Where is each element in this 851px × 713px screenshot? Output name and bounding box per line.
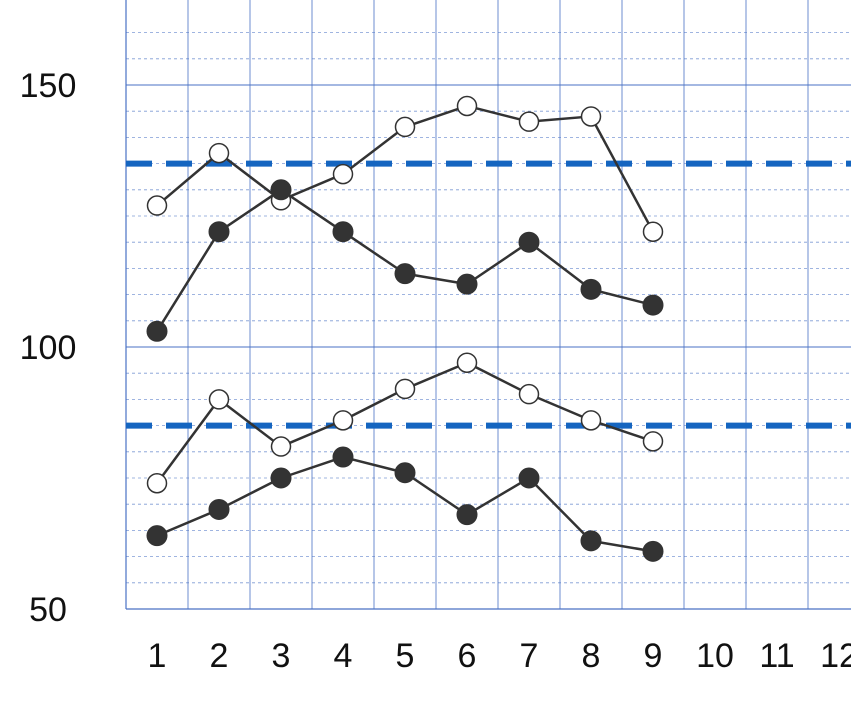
data-point-filled [332,221,354,243]
data-point-filled [642,540,664,562]
data-point-open [146,195,168,216]
data-point-open [642,431,664,452]
data-point-filled [456,273,478,295]
reference-lines [126,160,851,429]
x-tick-label: 4 [334,637,353,675]
data-point-open [332,410,354,431]
data-point-open [456,95,478,117]
data-point-open [518,383,540,405]
data-point-filled [580,278,602,300]
grid [125,0,851,610]
data-point-filled [642,294,664,316]
data-point-filled [146,320,168,342]
data-point-filled [580,530,602,552]
data-point-open [146,472,168,494]
data-point-open [208,389,230,410]
x-tick-label: 3 [272,637,291,675]
data-point-filled [518,231,540,253]
data-point-filled [270,179,292,201]
data-point-open [270,436,292,457]
data-point-open [642,221,664,242]
series-line [155,188,654,332]
x-axis-labels: 1 2 3 4 5 6 7 8 9 10 11 12 [148,637,851,675]
data-point-filled [394,263,416,285]
data-point-open [456,352,478,373]
data-point-open [394,378,416,400]
data-point-filled [208,221,230,243]
y-tick-label: 50 [29,591,67,629]
x-tick-label: 10 [696,637,734,675]
x-tick-label: 6 [458,637,477,675]
data-point-open [394,116,416,138]
x-tick-label: 7 [520,637,539,675]
x-tick-label: 5 [396,637,415,675]
data-point-filled [208,498,230,520]
x-tick-label: 11 [759,637,794,675]
data-point-filled [518,467,540,489]
data-point-filled [456,504,478,526]
data-point-open [208,142,230,164]
data-point-open [518,111,540,132]
data-series [146,95,664,562]
y-axis-labels: 150 100 50 [20,67,77,629]
x-tick-label: 12 [820,637,851,675]
x-tick-label: 8 [582,637,601,675]
x-tick-label: 1 [148,637,167,675]
y-tick-label: 150 [20,67,77,105]
y-tick-label: 100 [20,329,77,367]
x-tick-label: 9 [644,637,663,675]
data-point-open [580,410,602,431]
data-point-open [580,106,602,127]
x-tick-label: 2 [210,637,229,675]
data-point-filled [332,446,354,468]
data-point-open [332,163,354,185]
data-point-filled [394,462,416,484]
data-point-filled [146,525,168,547]
data-point-filled [270,467,292,489]
